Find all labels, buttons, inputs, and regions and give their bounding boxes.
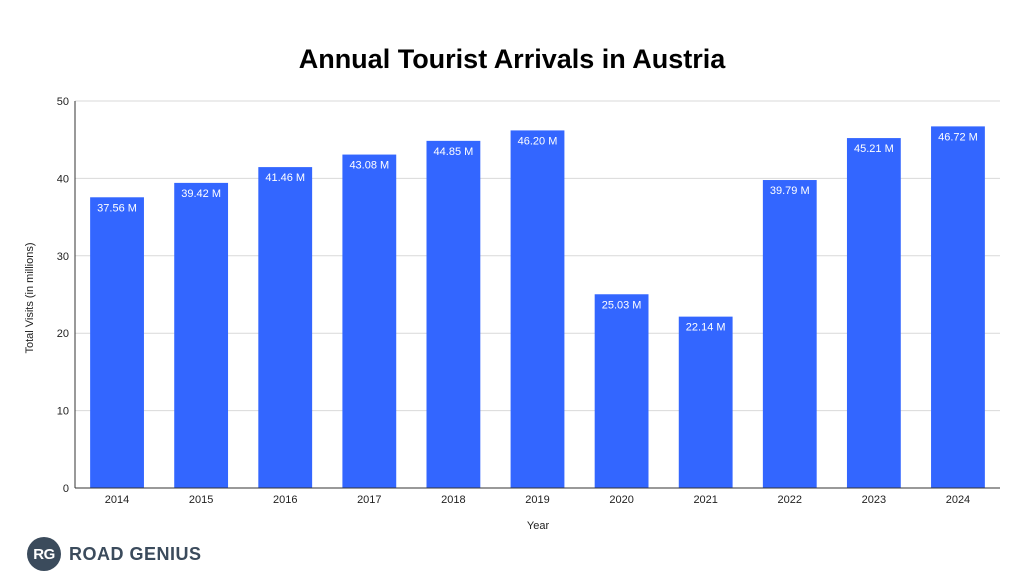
x-tick-label: 2016 xyxy=(273,494,297,506)
bar-2021 xyxy=(678,316,733,488)
x-tick-label: 2020 xyxy=(609,494,633,506)
x-tick-label: 2019 xyxy=(525,494,549,506)
y-tick-label: 20 xyxy=(57,328,69,340)
bar-2015 xyxy=(174,182,229,488)
bar-2014 xyxy=(90,197,144,489)
brand-mark-icon: RG xyxy=(27,537,61,571)
y-tick-label: 0 xyxy=(63,483,69,495)
bar-2017 xyxy=(342,154,397,489)
brand-name: ROAD GENIUS xyxy=(69,543,202,564)
x-tick-label: 2014 xyxy=(105,494,129,506)
x-tick-label: 2022 xyxy=(778,494,802,506)
x-tick-label: 2017 xyxy=(357,494,381,506)
bar-2019 xyxy=(510,130,565,489)
y-axis-title: Total Visits (in millions) xyxy=(24,242,36,353)
x-tick-label: 2015 xyxy=(189,494,213,506)
data-label-2019: 46.20 M xyxy=(518,135,558,147)
bar-2024 xyxy=(931,126,985,488)
y-tick-label: 10 xyxy=(57,406,69,418)
data-label-2015: 39.42 M xyxy=(181,188,221,200)
x-tick-label: 2021 xyxy=(693,494,717,506)
data-label-2014: 37.56 M xyxy=(97,202,137,214)
road-genius-logo: RG ROAD GENIUS xyxy=(27,536,202,572)
bar-2022 xyxy=(762,180,817,489)
data-label-2016: 41.46 M xyxy=(265,172,305,184)
x-axis-title: Year xyxy=(527,520,550,532)
bar-2016 xyxy=(258,167,313,488)
bars xyxy=(90,126,985,489)
axes: 0 10 20 30 40 50 2014 2015 2016 2017 2018 2019 2020 2… xyxy=(57,96,1000,506)
data-label-2018: 44.85 M xyxy=(434,146,474,158)
data-labels: 37.56 M 39.42 M 41.46 M 43.08 M 44.85 M 46.20… xyxy=(97,131,978,333)
y-tick-label: 50 xyxy=(57,96,69,108)
data-label-2021: 22.14 M xyxy=(686,322,726,334)
y-tick-label: 30 xyxy=(57,251,69,263)
bar-2018 xyxy=(426,140,481,488)
data-label-2023: 45.21 M xyxy=(854,143,894,155)
bar-2023 xyxy=(846,138,901,489)
bar-2020 xyxy=(594,294,649,488)
x-tick-label: 2024 xyxy=(946,494,970,506)
y-tick-label: 40 xyxy=(57,173,69,185)
x-tick-label: 2018 xyxy=(441,494,465,506)
data-label-2020: 25.03 M xyxy=(602,299,642,311)
data-label-2017: 43.08 M xyxy=(349,160,389,172)
chart-title: Annual Tourist Arrivals in Austria xyxy=(298,44,726,74)
data-label-2024: 46.72 M xyxy=(938,131,978,143)
x-tick-label: 2023 xyxy=(862,494,886,506)
data-label-2022: 39.79 M xyxy=(770,185,810,197)
